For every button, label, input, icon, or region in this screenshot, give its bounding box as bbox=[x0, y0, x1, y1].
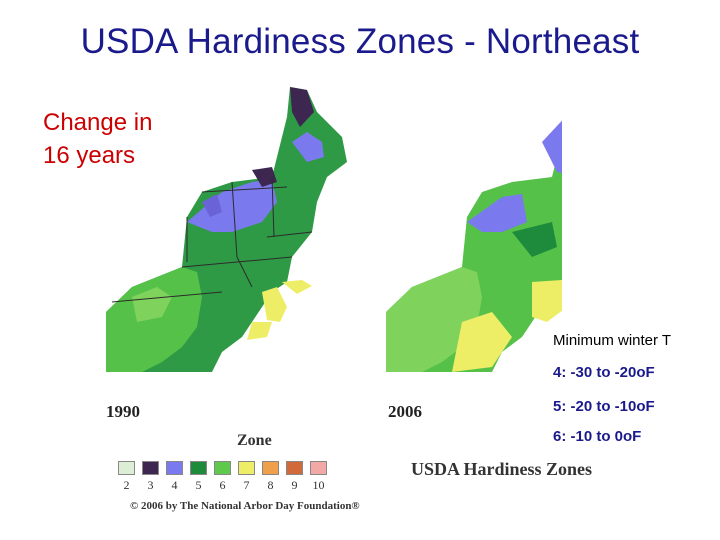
change-caption-line2: 16 years bbox=[43, 142, 136, 169]
zone-color-box bbox=[262, 461, 279, 475]
zone-number: 3 bbox=[147, 478, 154, 492]
change-caption: Change in 16 years bbox=[43, 106, 152, 172]
zone-number: 9 bbox=[291, 478, 298, 492]
zone-swatch: 6 bbox=[214, 461, 231, 493]
temperature-legend-row-4: 4: -30 to -20oF bbox=[553, 364, 655, 381]
temperature-legend-heading: Minimum winter T bbox=[553, 332, 672, 349]
change-caption-line1: Change in bbox=[43, 109, 153, 136]
zone-color-box bbox=[238, 461, 255, 475]
year-label-1990: 1990 bbox=[106, 402, 140, 421]
zone-color-box bbox=[214, 461, 231, 475]
map-2006 bbox=[386, 120, 562, 372]
temperature-legend-row-5: 5: -20 to -10oF bbox=[553, 398, 655, 415]
copyright-notice: © 2006 by The National Arbor Day Foundat… bbox=[130, 500, 360, 512]
zone-color-scale: 2 3 4 5 6 7 8 9 10 bbox=[118, 461, 327, 493]
zone-swatch: 8 bbox=[262, 461, 279, 493]
zone-swatch: 3 bbox=[142, 461, 159, 493]
zone-swatch: 9 bbox=[286, 461, 303, 493]
slide-title: USDA Hardiness Zones - Northeast bbox=[80, 22, 640, 61]
zone-number: 2 bbox=[123, 478, 130, 492]
zone-color-box bbox=[118, 461, 135, 475]
zone-number: 6 bbox=[219, 478, 226, 492]
zone-color-box bbox=[142, 461, 159, 475]
zone-swatch: 5 bbox=[190, 461, 207, 493]
zone-number: 8 bbox=[267, 478, 274, 492]
usda-hardiness-zones-caption: USDA Hardiness Zones bbox=[411, 459, 593, 479]
zone-number: 7 bbox=[243, 478, 250, 492]
zone-number: 10 bbox=[312, 478, 325, 492]
zone-color-box bbox=[310, 461, 327, 475]
year-label-2006: 2006 bbox=[388, 402, 422, 421]
zone-caption: Zone bbox=[237, 432, 272, 449]
temperature-legend-row-6: 6: -10 to 0oF bbox=[553, 428, 642, 445]
zone-color-box bbox=[190, 461, 207, 475]
zone-swatch: 2 bbox=[118, 461, 135, 493]
zone-swatch: 7 bbox=[238, 461, 255, 493]
zone-color-box bbox=[166, 461, 183, 475]
zone-number: 4 bbox=[171, 478, 178, 492]
zone-color-box bbox=[286, 461, 303, 475]
zone-swatch: 10 bbox=[310, 461, 327, 493]
zone-number: 5 bbox=[195, 478, 202, 492]
map-1990 bbox=[106, 87, 347, 372]
hardiness-maps bbox=[106, 87, 562, 372]
zone-swatch: 4 bbox=[166, 461, 183, 493]
